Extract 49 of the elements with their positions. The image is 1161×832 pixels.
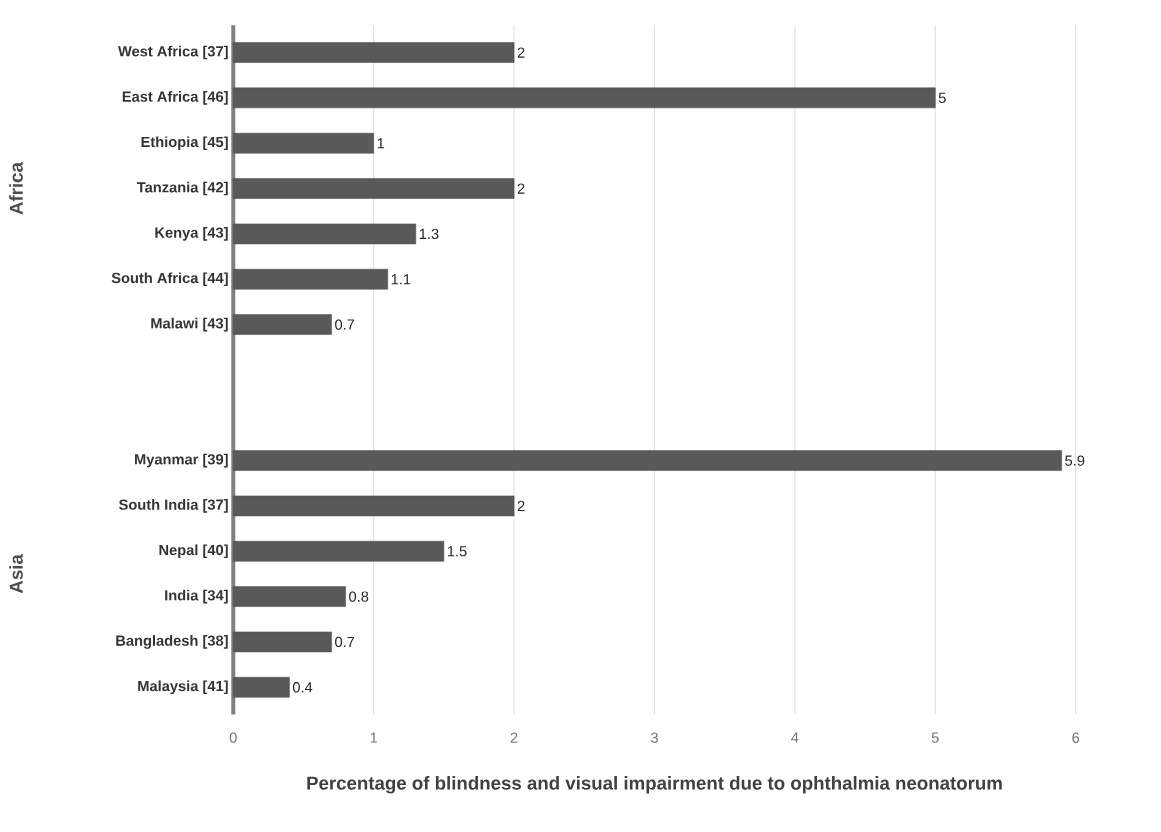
data-label: 5	[938, 92, 946, 104]
y-tick-label: Ethiopia [45]	[141, 136, 228, 151]
data-label: 2	[517, 183, 525, 194]
bar	[233, 541, 445, 562]
bar	[233, 586, 346, 607]
data-label: 0.7	[335, 636, 355, 648]
bar	[233, 450, 1062, 471]
bar	[233, 42, 515, 63]
data-label: 1.1	[391, 274, 411, 285]
y-tick-label: East Africa [46]	[122, 91, 228, 105]
data-label: 2	[517, 500, 525, 512]
y-tick-label: Nepal [40]	[159, 544, 228, 559]
y-tick-label: Malawi [43]	[151, 317, 228, 332]
y-tick-label: Malaysia [41]	[138, 680, 228, 695]
y-tick-label: South Africa [44]	[111, 272, 228, 287]
y-tick-label: India [34]	[165, 589, 228, 604]
bar	[233, 495, 515, 517]
y-tick-label: Tanzania [42]	[136, 181, 228, 196]
data-label: 1.5	[447, 546, 467, 557]
data-label: 1.3	[419, 228, 439, 240]
data-label: 1	[377, 138, 385, 149]
bar	[233, 314, 332, 335]
data-label: 0.4	[292, 682, 313, 693]
y-tick-label: South India [37]	[119, 499, 228, 513]
text: Africa	[9, 162, 23, 215]
x-tick-label: 5	[931, 732, 939, 743]
data-label: 2	[517, 47, 525, 58]
bar	[233, 223, 417, 245]
text: Asia	[9, 554, 23, 594]
bar	[233, 87, 936, 109]
y-tick-label: Kenya [43]	[155, 227, 228, 241]
x-tick-label: 3	[650, 732, 658, 744]
data-label: 5.9	[1065, 455, 1085, 466]
x-tick-label: 2	[510, 732, 518, 743]
bar	[233, 677, 290, 698]
y-tick-label: Bangladesh [38]	[116, 635, 228, 649]
bar	[233, 631, 332, 653]
data-label: 0.8	[349, 591, 369, 602]
y-tick-label: Myanmar [39]	[135, 453, 228, 468]
x-tick-label: 6	[1072, 732, 1080, 744]
y-tick-label: West Africa [37]	[118, 45, 228, 60]
x-axis-title: Percentage of blindness and visual impairment due to ophthalmia neonatorum	[307, 776, 1002, 794]
x-tick-label: 0	[229, 732, 237, 744]
bar	[233, 269, 388, 290]
x-tick-label: 4	[791, 732, 799, 743]
data-label: 0.7	[335, 319, 355, 330]
bar	[233, 178, 515, 199]
bar	[233, 133, 374, 154]
x-tick-label: 1	[370, 732, 378, 743]
